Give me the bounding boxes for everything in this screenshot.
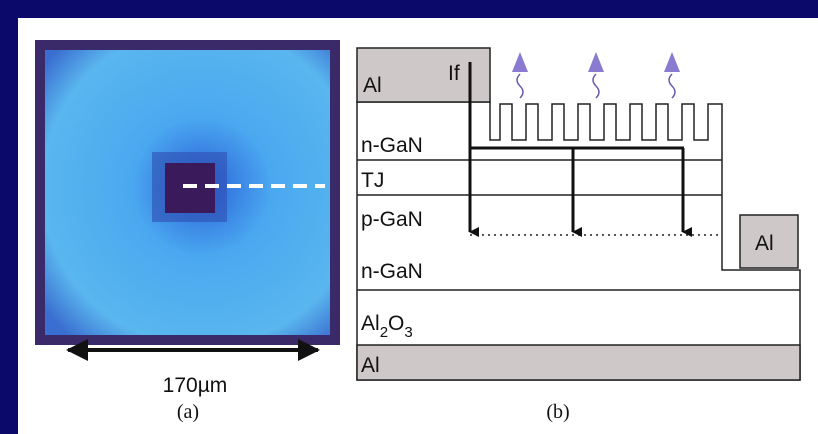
scale-label: 170µm (163, 374, 228, 397)
bottom-contact (357, 345, 800, 380)
caption: (b) (546, 401, 569, 423)
layer-label: p-GaN (361, 208, 423, 231)
layer-label: TJ (361, 169, 384, 192)
text-part: Al (361, 312, 380, 335)
layer-label: Al (361, 354, 380, 377)
figure: 170µm (a) Al If n-GaN TJ p-GaN n-GaN Al2… (0, 0, 818, 434)
layer-label: n-GaN (361, 260, 423, 283)
subscript: 3 (404, 324, 412, 341)
page: 170µm (a) Al If n-GaN TJ p-GaN n-GaN Al2… (0, 0, 818, 434)
layer-label: n-GaN (361, 134, 423, 157)
layer-label: Al (755, 232, 774, 255)
text-part: O (388, 312, 404, 335)
current-label: If (448, 62, 460, 85)
caption: (a) (177, 401, 199, 423)
subscript: 2 (380, 324, 388, 341)
layer-label: Al (363, 74, 382, 97)
